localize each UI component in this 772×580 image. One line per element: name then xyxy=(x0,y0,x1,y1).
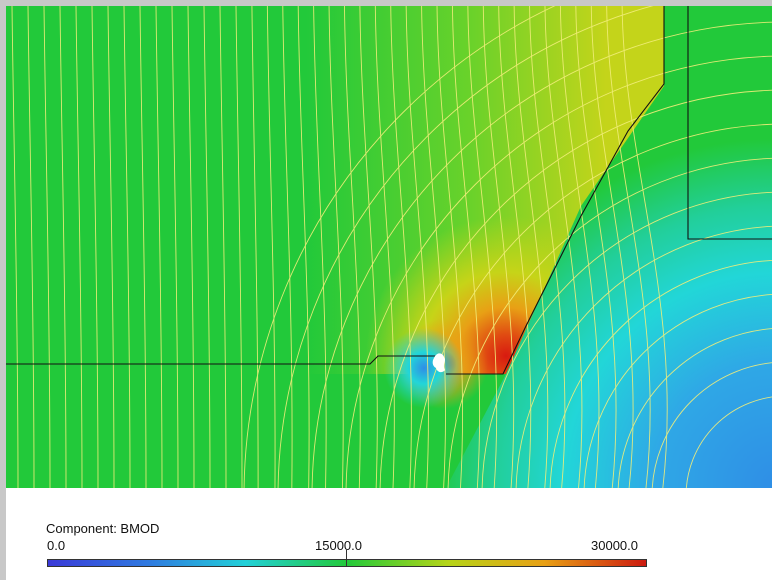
field-line xyxy=(187,5,195,489)
field-line xyxy=(590,5,634,489)
field-line xyxy=(606,5,651,489)
field-line xyxy=(451,5,481,489)
field-line xyxy=(11,5,19,489)
field-line xyxy=(344,5,361,489)
air-region xyxy=(306,6,772,488)
field-line xyxy=(155,5,163,489)
field-line xyxy=(482,5,515,489)
coil-outline xyxy=(687,6,772,240)
field-line xyxy=(544,5,583,489)
field-arc xyxy=(583,294,772,497)
field-arc xyxy=(413,123,772,497)
field-line xyxy=(107,5,115,489)
field-arc xyxy=(447,157,772,497)
field-line xyxy=(266,5,276,489)
void-blob xyxy=(432,353,445,373)
blue-spot xyxy=(384,328,464,408)
lower-region xyxy=(6,374,506,488)
field-line xyxy=(621,5,668,489)
geometry-outline xyxy=(6,6,772,375)
field-arc xyxy=(651,362,772,497)
field-line xyxy=(405,5,429,489)
field-line xyxy=(91,5,99,489)
field-line xyxy=(75,5,83,489)
field-line xyxy=(282,5,293,489)
field-line xyxy=(123,5,131,489)
legend-max-label: 30000.0 xyxy=(591,538,638,553)
legend-min-label: 0.0 xyxy=(47,538,66,553)
field-line xyxy=(27,5,35,489)
field-line xyxy=(390,5,412,489)
field-line xyxy=(436,5,464,489)
gap-outline xyxy=(6,355,443,365)
field-line xyxy=(359,5,378,489)
field-line xyxy=(171,5,179,489)
field-line xyxy=(203,5,211,489)
field-line xyxy=(328,5,344,489)
field-arc xyxy=(617,328,772,497)
pole-outline xyxy=(446,6,665,375)
field-line xyxy=(139,5,147,489)
field-arc xyxy=(345,55,772,497)
field-line xyxy=(235,5,243,489)
field-arc xyxy=(379,89,772,497)
field-line xyxy=(498,5,532,489)
color-legend: Component: BMOD 0.0 15000.0 30000.0 xyxy=(6,488,772,580)
field-arc xyxy=(515,225,772,497)
field-line xyxy=(513,5,549,489)
field-arc xyxy=(311,21,772,497)
field-line xyxy=(559,5,600,489)
field-line xyxy=(297,5,310,489)
field-line xyxy=(529,5,566,489)
field-line xyxy=(313,5,327,489)
field-line xyxy=(421,5,446,489)
legend-mid-label: 15000.0 xyxy=(315,538,362,553)
field-plot-viewport[interactable] xyxy=(6,0,772,497)
field-arc xyxy=(243,0,569,497)
field-line xyxy=(575,5,617,489)
field-line xyxy=(251,5,259,489)
field-line xyxy=(43,5,51,489)
field-line xyxy=(219,5,227,489)
legend-colorbar xyxy=(47,559,647,567)
legend-mid-tick xyxy=(346,550,347,567)
field-arc xyxy=(481,191,772,497)
field-plot-svg xyxy=(6,0,772,497)
legend-component-label: Component: BMOD xyxy=(46,521,160,536)
field-arc xyxy=(685,396,772,497)
field-line xyxy=(467,5,498,489)
field-line xyxy=(59,5,67,489)
field-arc xyxy=(549,259,772,497)
field-lines-group xyxy=(11,0,772,497)
